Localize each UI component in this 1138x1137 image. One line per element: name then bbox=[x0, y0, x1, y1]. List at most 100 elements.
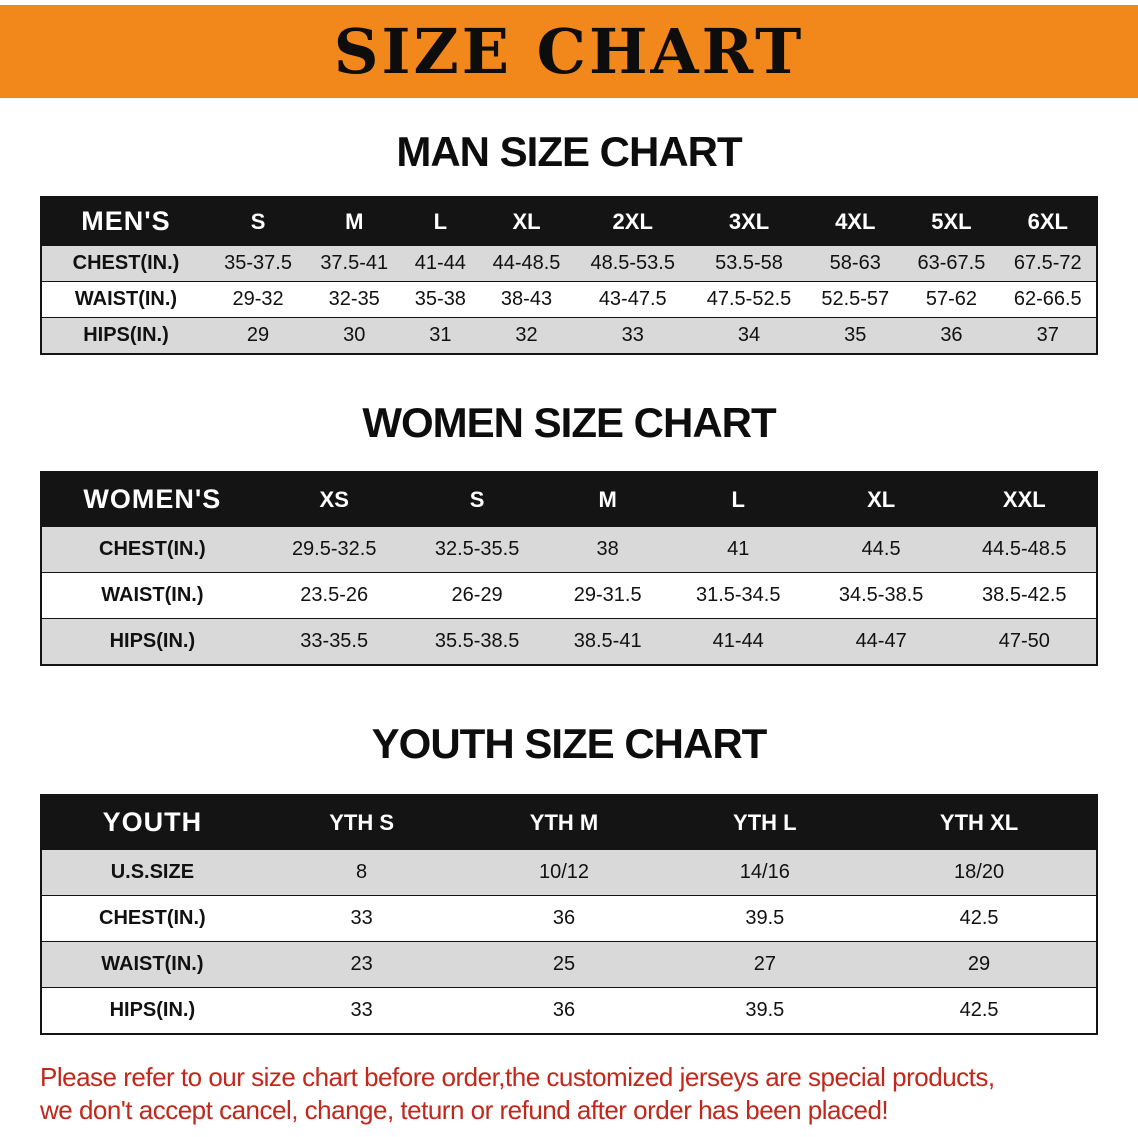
value-cell: 67.5-72 bbox=[1013, 252, 1082, 274]
women-section-heading: WOMEN SIZE CHART bbox=[362, 399, 776, 446]
value-cell: 44-48.5 bbox=[492, 252, 561, 274]
size-table: MEN'S S M L XL 2XL 3XL 4XL 5XL 6XL CHEST(IN.) 35-37… bbox=[40, 196, 1098, 355]
table-title-cell: WOMEN'S bbox=[83, 484, 222, 514]
value-cell: 34 bbox=[737, 324, 761, 346]
value-cell: 33 bbox=[350, 999, 373, 1021]
value-cell: 29 bbox=[246, 324, 270, 346]
value-cell: 32-35 bbox=[328, 288, 380, 310]
value-cell: 38-43 bbox=[500, 288, 553, 310]
value-cell: 23 bbox=[350, 953, 373, 975]
value-cell: 33-35.5 bbox=[300, 630, 369, 652]
value-cell: 29-32 bbox=[232, 288, 284, 310]
size-table: WOMEN'S XS S M L XL XXL CHEST(IN.) 29.5-32.5 32.5… bbox=[40, 471, 1098, 666]
size-header-cell: L bbox=[731, 486, 745, 512]
table-title-cell: YOUTH bbox=[102, 807, 203, 837]
table-row: U.S.SIZE 8 10/12 14/16 18/20 bbox=[41, 849, 1097, 896]
men-section-heading: MAN SIZE CHART bbox=[396, 128, 742, 175]
size-header-cell: S bbox=[250, 208, 266, 234]
row-label-cell: WAIST(IN.) bbox=[74, 288, 178, 310]
value-cell: 37.5-41 bbox=[320, 252, 389, 274]
size-header-cell: 3XL bbox=[728, 208, 770, 234]
table-row: HIPS(IN.) 33 36 39.5 42.5 bbox=[41, 987, 1097, 1034]
table-row: WAIST(IN.) 23 25 27 29 bbox=[41, 941, 1097, 988]
size-header-cell: M bbox=[345, 208, 364, 234]
value-cell: 44.5 bbox=[861, 538, 901, 560]
table-row: CHEST(IN.) 33 36 39.5 42.5 bbox=[41, 895, 1097, 942]
table-row: HIPS(IN.) 29 30 31 32 33 34 35 36 37 bbox=[41, 317, 1097, 354]
women-size-table: WOMEN'S XS S M L XL XXL CHEST(IN.) 29.5-32.5 32.5… bbox=[40, 471, 1098, 666]
size-header-cell: L bbox=[433, 208, 448, 234]
value-cell: 18/20 bbox=[954, 861, 1005, 883]
value-cell: 14/16 bbox=[739, 861, 790, 883]
size-header-cell: S bbox=[469, 486, 485, 512]
size-header-cell: XL bbox=[512, 208, 541, 234]
row-label-cell: HIPS(IN.) bbox=[109, 630, 196, 652]
youth-section-heading: YOUTH SIZE CHART bbox=[371, 720, 768, 767]
size-header-cell: XS bbox=[319, 486, 349, 512]
value-cell: 39.5 bbox=[745, 907, 785, 929]
size-header-cell: YTH L bbox=[733, 809, 797, 835]
row-label-cell: WAIST(IN.) bbox=[101, 584, 204, 606]
value-cell: 58-63 bbox=[829, 252, 881, 274]
value-cell: 33 bbox=[350, 907, 373, 929]
value-cell: 34.5-38.5 bbox=[838, 584, 924, 606]
men-size-table: MEN'S S M L XL 2XL 3XL 4XL 5XL 6XL CHEST(IN.) 35-37… bbox=[40, 196, 1098, 355]
value-cell: 41 bbox=[727, 538, 750, 560]
size-table: YOUTH YTH S YTH M YTH L YTH XL U.S.SIZE 8 10/12… bbox=[40, 794, 1098, 1035]
value-cell: 38 bbox=[596, 538, 619, 560]
value-cell: 29-31.5 bbox=[573, 584, 642, 606]
table-header-row: MEN'S S M L XL 2XL 3XL 4XL 5XL 6XL bbox=[41, 197, 1097, 246]
row-label-cell: CHEST(IN.) bbox=[99, 538, 206, 560]
value-cell: 39.5 bbox=[745, 999, 785, 1021]
value-cell: 8 bbox=[356, 861, 368, 883]
size-header-cell: XXL bbox=[1002, 486, 1046, 512]
value-cell: 43-47.5 bbox=[598, 288, 667, 310]
value-cell: 38.5-42.5 bbox=[982, 584, 1067, 606]
value-cell: 38.5-41 bbox=[573, 630, 642, 652]
value-cell: 31.5-34.5 bbox=[695, 584, 781, 606]
table-header-row: WOMEN'S XS S M L XL XXL bbox=[41, 472, 1097, 527]
size-chart-banner: SIZE CHART bbox=[0, 5, 1138, 98]
row-label-cell: CHEST(IN.) bbox=[99, 907, 206, 929]
value-cell: 52.5-57 bbox=[821, 288, 890, 310]
value-cell: 44-47 bbox=[855, 630, 907, 652]
value-cell: 30 bbox=[343, 324, 366, 346]
disclaimer-line-1: Please refer to our size chart before or… bbox=[40, 1062, 995, 1092]
size-header-cell: YTH S bbox=[329, 809, 394, 835]
value-cell: 41-44 bbox=[414, 252, 466, 274]
value-cell: 35-37.5 bbox=[224, 252, 292, 274]
youth-size-table: YOUTH YTH S YTH M YTH L YTH XL U.S.SIZE 8 10/12… bbox=[40, 794, 1098, 1035]
value-cell: 35.5-38.5 bbox=[434, 630, 520, 652]
value-cell: 33 bbox=[621, 324, 644, 346]
value-cell: 29.5-32.5 bbox=[291, 538, 377, 560]
size-chart-title: SIZE CHART bbox=[333, 15, 805, 88]
table-header-row: YOUTH YTH S YTH M YTH L YTH XL bbox=[41, 795, 1097, 850]
size-header-cell: 6XL bbox=[1027, 208, 1068, 234]
value-cell: 10/12 bbox=[538, 861, 590, 883]
value-cell: 31 bbox=[429, 324, 452, 346]
value-cell: 47-50 bbox=[998, 630, 1050, 652]
table-row: WAIST(IN.) 29-32 32-35 35-38 38-43 43-47.5 47.… bbox=[41, 281, 1097, 318]
value-cell: 35-38 bbox=[414, 288, 466, 310]
size-header-cell: YTH M bbox=[529, 809, 599, 835]
size-header-cell: YTH XL bbox=[939, 809, 1019, 835]
size-header-cell: XL bbox=[867, 486, 896, 512]
table-row: CHEST(IN.) 29.5-32.5 32.5-35.5 38 41 44.5 44.5… bbox=[41, 526, 1097, 573]
size-header-cell: 4XL bbox=[835, 208, 876, 234]
value-cell: 47.5-52.5 bbox=[706, 288, 792, 310]
row-label-cell: CHEST(IN.) bbox=[72, 252, 180, 274]
table-row: HIPS(IN.) 33-35.5 35.5-38.5 38.5-41 41-44 44-… bbox=[41, 618, 1097, 665]
value-cell: 36 bbox=[552, 999, 576, 1021]
value-cell: 48.5-53.5 bbox=[590, 252, 675, 274]
size-header-cell: 2XL bbox=[612, 208, 653, 234]
value-cell: 37 bbox=[1036, 324, 1059, 346]
value-cell: 36 bbox=[940, 324, 963, 346]
value-cell: 27 bbox=[753, 953, 776, 975]
page: SIZE CHART MAN SIZE CHART MEN'S S M L XL 2XL 3… bbox=[0, 5, 1138, 1126]
value-cell: 26-29 bbox=[451, 584, 503, 606]
row-label-cell: HIPS(IN.) bbox=[109, 999, 196, 1021]
value-cell: 42.5 bbox=[959, 999, 999, 1021]
value-cell: 32 bbox=[515, 324, 538, 346]
row-label-cell: U.S.SIZE bbox=[110, 861, 195, 883]
value-cell: 63-67.5 bbox=[917, 252, 986, 274]
